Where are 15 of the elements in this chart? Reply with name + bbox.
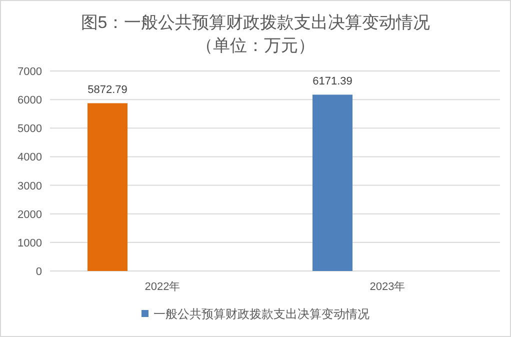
data-label: 5872.79	[88, 84, 128, 96]
legend-label: 一般公共预算财政拨款支出决算变动情况	[154, 307, 370, 321]
subtitle: （单位：万元）	[196, 36, 315, 55]
y-tick-label: 1000	[18, 237, 42, 250]
y-tick-label: 3000	[18, 180, 42, 192]
x-tick-label: 2023年	[370, 281, 406, 293]
y-tick-label: 7000	[18, 66, 42, 78]
y-tick-label: 2000	[18, 208, 42, 221]
y-tick-label: 6000	[18, 94, 42, 107]
y-tick-label: 5000	[18, 123, 42, 136]
x-tick-label: 2022年	[144, 281, 180, 293]
data-label: 6171.39	[312, 76, 352, 88]
y-tick-label: 0	[36, 266, 42, 278]
title: 图5：一般公共预算财政拨款支出决算变动情况	[80, 13, 430, 32]
y-tick-label: 4000	[18, 152, 42, 164]
